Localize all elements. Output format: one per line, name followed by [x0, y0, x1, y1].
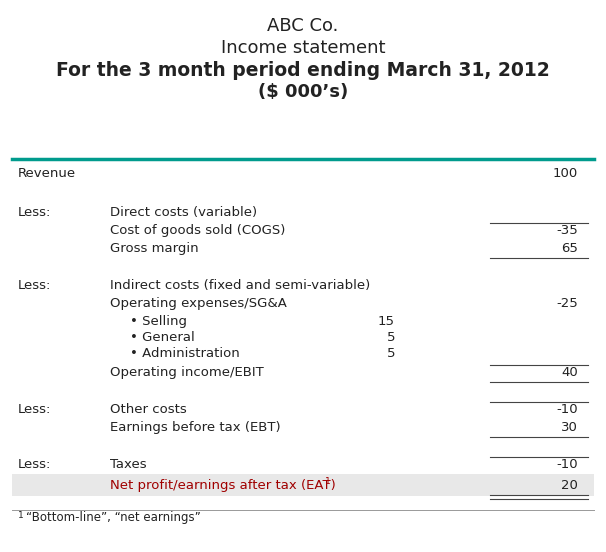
Text: Operating expenses/SG&A: Operating expenses/SG&A: [110, 297, 287, 310]
Text: Less:: Less:: [18, 403, 52, 416]
Text: 1: 1: [18, 511, 24, 520]
Text: -10: -10: [556, 458, 578, 471]
Text: “Bottom-line”, “net earnings”: “Bottom-line”, “net earnings”: [26, 511, 201, 524]
Text: Other costs: Other costs: [110, 403, 187, 416]
Text: -10: -10: [556, 403, 578, 416]
Text: 5: 5: [387, 331, 395, 344]
Text: 65: 65: [561, 242, 578, 255]
Text: Cost of goods sold (COGS): Cost of goods sold (COGS): [110, 224, 285, 237]
Text: • Administration: • Administration: [130, 347, 240, 360]
Text: -35: -35: [556, 224, 578, 237]
Text: 20: 20: [561, 479, 578, 492]
Text: 30: 30: [561, 421, 578, 434]
Text: Less:: Less:: [18, 458, 52, 471]
Text: • General: • General: [130, 331, 195, 344]
Text: Gross margin: Gross margin: [110, 242, 199, 255]
Text: -25: -25: [556, 297, 578, 310]
Text: Indirect costs (fixed and semi-variable): Indirect costs (fixed and semi-variable): [110, 279, 370, 292]
Text: ($ 000’s): ($ 000’s): [258, 83, 348, 101]
Text: ABC Co.: ABC Co.: [267, 17, 339, 35]
Text: Direct costs (variable): Direct costs (variable): [110, 206, 257, 219]
Text: Revenue: Revenue: [18, 167, 76, 180]
Text: Operating income/EBIT: Operating income/EBIT: [110, 366, 264, 379]
Text: Less:: Less:: [18, 206, 52, 219]
Text: 1: 1: [324, 477, 330, 486]
Text: For the 3 month period ending March 31, 2012: For the 3 month period ending March 31, …: [56, 61, 550, 80]
Text: Income statement: Income statement: [221, 39, 385, 57]
Text: • Selling: • Selling: [130, 315, 187, 328]
Text: Less:: Less:: [18, 279, 52, 292]
Text: Earnings before tax (EBT): Earnings before tax (EBT): [110, 421, 281, 434]
Text: Net profit/earnings after tax (EAT): Net profit/earnings after tax (EAT): [110, 479, 336, 492]
Text: 15: 15: [378, 315, 395, 328]
Text: 5: 5: [387, 347, 395, 360]
Text: Taxes: Taxes: [110, 458, 147, 471]
Text: 100: 100: [553, 167, 578, 180]
Text: 40: 40: [561, 366, 578, 379]
Bar: [12, 474, 594, 496]
